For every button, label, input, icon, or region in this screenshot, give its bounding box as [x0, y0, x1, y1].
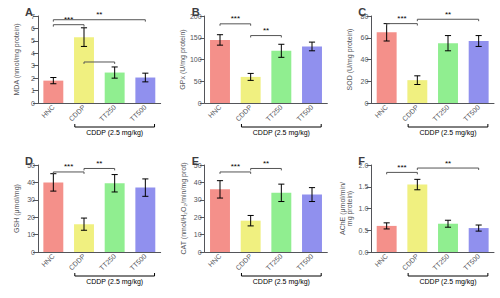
svg-text:HNC: HNC	[373, 104, 389, 120]
svg-text:6: 6	[31, 25, 35, 32]
svg-text:TT250: TT250	[265, 252, 284, 271]
svg-text:40: 40	[361, 56, 369, 63]
svg-text:TT250: TT250	[98, 252, 117, 271]
svg-text:2: 2	[31, 75, 35, 82]
svg-text:**: **	[96, 10, 102, 19]
svg-text:HNC: HNC	[207, 104, 223, 120]
svg-text:60: 60	[361, 34, 369, 41]
svg-text:GPx (U/mg protein): GPx (U/mg protein)	[179, 29, 187, 89]
svg-text:**: **	[445, 159, 451, 168]
svg-text:10: 10	[194, 231, 202, 238]
svg-text:TT250: TT250	[431, 103, 450, 122]
svg-text:5: 5	[31, 37, 35, 44]
svg-text:GSH (μmol/mg): GSH (μmol/mg)	[13, 184, 21, 233]
svg-text:D: D	[25, 155, 33, 167]
svg-text:0: 0	[198, 100, 202, 107]
svg-text:0: 0	[198, 249, 202, 256]
svg-text:***: ***	[397, 163, 406, 172]
svg-text:0: 0	[31, 100, 35, 107]
svg-text:0.5: 0.5	[359, 227, 369, 234]
svg-text:TT250: TT250	[265, 103, 284, 122]
svg-text:40: 40	[27, 179, 35, 186]
svg-text:TT500: TT500	[295, 252, 314, 271]
svg-text:C: C	[358, 6, 366, 18]
svg-text:TT500: TT500	[295, 103, 314, 122]
svg-text:1.5: 1.5	[359, 183, 369, 190]
svg-text:CDDP (2.5 mg/kg): CDDP (2.5 mg/kg)	[419, 129, 476, 137]
svg-text:MDA (nmol/mg protein): MDA (nmol/mg protein)	[13, 24, 21, 96]
svg-text:HNC: HNC	[40, 253, 56, 269]
svg-text:1.0: 1.0	[359, 205, 369, 212]
svg-text:CDDP (2.5 mg/kg): CDDP (2.5 mg/kg)	[86, 278, 143, 286]
svg-text:CDDP: CDDP	[401, 252, 420, 271]
svg-text:CAT (nmol/H₂O₂/min/mg prot): CAT (nmol/H₂O₂/min/mg prot)	[180, 163, 188, 255]
svg-text:**: **	[445, 10, 451, 19]
svg-text:10: 10	[27, 231, 35, 238]
svg-text:CDDP (2.5 mg/kg): CDDP (2.5 mg/kg)	[253, 129, 310, 137]
svg-text:TT500: TT500	[129, 103, 148, 122]
svg-text:***: ***	[231, 14, 240, 23]
svg-text:HNC: HNC	[40, 104, 56, 120]
svg-text:TT250: TT250	[431, 252, 450, 271]
svg-text:***: ***	[64, 162, 73, 171]
svg-text:30: 30	[27, 196, 35, 203]
svg-text:CDDP: CDDP	[68, 252, 87, 271]
svg-text:F: F	[358, 155, 365, 167]
svg-text:CDDP (2.5 mg/kg): CDDP (2.5 mg/kg)	[419, 278, 476, 286]
svg-text:CDDP: CDDP	[401, 103, 420, 122]
svg-text:CDDP (2.5 mg/kg): CDDP (2.5 mg/kg)	[253, 278, 310, 286]
svg-text:0: 0	[31, 249, 35, 256]
svg-text:4: 4	[31, 50, 35, 57]
svg-text:TT250: TT250	[98, 103, 117, 122]
svg-text:**: **	[263, 159, 269, 168]
svg-text:20: 20	[194, 214, 202, 221]
svg-text:AChE (μmol/min/: AChE (μmol/min/	[339, 182, 347, 235]
svg-text:1: 1	[31, 87, 35, 94]
svg-text:7: 7	[31, 12, 35, 20]
svg-text:40: 40	[194, 179, 202, 186]
svg-text:***: ***	[231, 162, 240, 171]
svg-text:CDDP: CDDP	[68, 103, 87, 122]
svg-text:20: 20	[27, 214, 35, 221]
svg-text:TT500: TT500	[462, 103, 481, 122]
svg-text:CDDP: CDDP	[234, 103, 253, 122]
svg-text:0: 0	[364, 100, 368, 107]
svg-text:HNC: HNC	[207, 253, 223, 269]
svg-text:CDDP (2.5 mg/kg): CDDP (2.5 mg/kg)	[86, 129, 143, 137]
svg-text:100: 100	[190, 56, 202, 63]
svg-text:B: B	[192, 6, 200, 18]
svg-text:E: E	[192, 155, 199, 167]
svg-text:SOD (U/mg protein): SOD (U/mg protein)	[346, 29, 354, 91]
svg-text:CDDP: CDDP	[234, 252, 253, 271]
svg-text:**: **	[96, 159, 102, 168]
svg-text:3: 3	[31, 62, 35, 69]
svg-text:150: 150	[190, 34, 202, 41]
svg-text:***: ***	[397, 14, 406, 23]
svg-text:50: 50	[194, 78, 202, 85]
svg-text:TT500: TT500	[129, 252, 148, 271]
svg-text:mg protein): mg protein)	[346, 191, 354, 226]
svg-text:TT500: TT500	[462, 252, 481, 271]
svg-text:30: 30	[194, 196, 202, 203]
svg-text:20: 20	[361, 78, 369, 85]
svg-text:HNC: HNC	[373, 253, 389, 269]
svg-text:0.0: 0.0	[359, 249, 369, 256]
svg-text:A: A	[25, 6, 33, 18]
svg-text:**: **	[263, 26, 269, 35]
